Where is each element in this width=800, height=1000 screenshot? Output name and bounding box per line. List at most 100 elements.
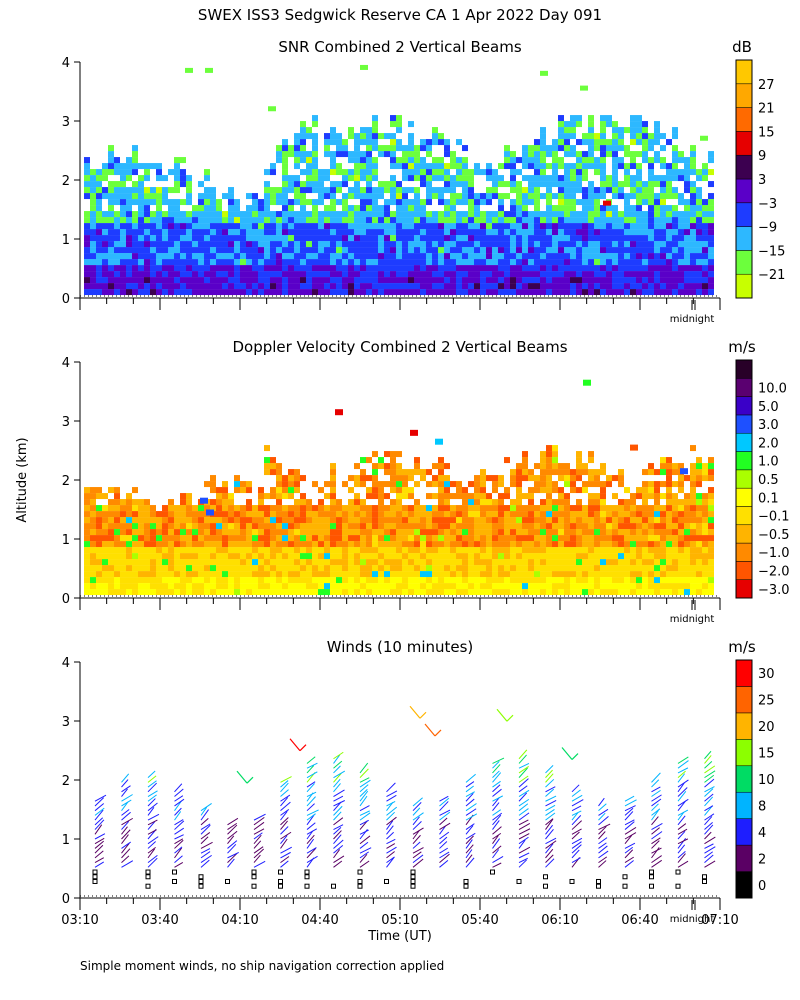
velocity-cell — [288, 553, 294, 560]
snr-cell — [444, 289, 450, 296]
velocity-cell — [408, 511, 414, 518]
velocity-cell — [156, 511, 162, 518]
snr-cell — [558, 259, 564, 266]
velocity-cell — [132, 589, 138, 596]
snr-cell — [594, 241, 600, 248]
velocity-cell — [492, 487, 498, 494]
velocity-cell — [546, 541, 552, 548]
snr-cell — [276, 271, 282, 278]
velocity-cell — [198, 523, 204, 530]
velocity-cell — [426, 493, 432, 500]
snr-cell — [528, 199, 534, 206]
velocity-cell — [534, 463, 540, 470]
velocity-cell — [546, 589, 552, 596]
snr-cell — [486, 211, 492, 218]
snr-cell — [360, 139, 366, 146]
snr-cell — [102, 187, 108, 194]
snr-cell — [384, 199, 390, 206]
snr-cell — [396, 211, 402, 218]
velocity-cell — [372, 463, 378, 470]
snr-cell — [270, 169, 276, 176]
wind-barb — [306, 765, 315, 774]
velocity-cell — [588, 475, 594, 482]
wind-barb — [677, 798, 689, 807]
wind-barb — [492, 820, 500, 830]
velocity-cell — [216, 487, 222, 494]
snr-cell — [462, 193, 468, 200]
snr-cell — [612, 253, 618, 260]
wind-barb — [465, 791, 475, 797]
velocity-cell — [294, 535, 300, 542]
snr-cell — [696, 247, 702, 254]
velocity-cell — [462, 499, 468, 506]
snr-cell — [192, 223, 198, 230]
wind-barb — [412, 851, 422, 859]
snr-cell — [186, 211, 192, 218]
velocity-cell — [540, 511, 546, 518]
velocity-cell — [414, 589, 420, 596]
velocity-cell — [678, 499, 684, 506]
velocity-cell — [384, 571, 390, 578]
velocity-cell — [282, 493, 288, 500]
snr-cell — [642, 241, 648, 248]
wind-barb — [200, 818, 209, 826]
snr-cell — [144, 217, 150, 224]
snr-cell — [108, 199, 114, 206]
velocity-cell — [462, 583, 468, 590]
snr-cell — [600, 133, 606, 140]
snr-cell — [360, 223, 366, 230]
velocity-cell — [702, 583, 708, 590]
snr-cell — [312, 289, 318, 296]
snr-cell — [198, 223, 204, 230]
velocity-cell — [120, 577, 126, 584]
velocity-cell — [642, 511, 648, 518]
velocity-cell — [438, 481, 444, 488]
velocity-cell — [198, 529, 204, 536]
velocity-cell — [282, 505, 288, 512]
snr-cell — [474, 259, 480, 266]
velocity-cell — [162, 541, 168, 548]
velocity-cell — [84, 517, 90, 524]
velocity-cell — [396, 505, 402, 512]
snr-cell — [432, 283, 438, 290]
velocity-cell — [198, 565, 204, 572]
snr-cell — [522, 247, 528, 254]
velocity-cell — [474, 517, 480, 524]
snr-cell — [462, 169, 468, 176]
snr-cell — [396, 229, 402, 236]
velocity-cell — [636, 505, 642, 512]
velocity-cell — [264, 553, 270, 560]
snr-cell — [576, 115, 582, 122]
snr-cell — [570, 121, 576, 128]
snr-cell — [150, 247, 156, 254]
velocity-cell — [258, 493, 264, 500]
velocity-cell — [678, 547, 684, 554]
velocity-cell — [702, 559, 708, 566]
velocity-cell — [600, 505, 606, 512]
snr-cell — [198, 265, 204, 272]
snr-cell — [594, 139, 600, 146]
snr-cell — [672, 217, 678, 224]
velocity-cell — [192, 523, 198, 530]
snr-cell — [144, 289, 150, 296]
velocity-cell — [462, 505, 468, 512]
snr-cell — [624, 253, 630, 260]
snr-cell — [390, 241, 396, 248]
snr-cell — [258, 205, 264, 212]
snr-cell — [84, 235, 90, 242]
velocity-cell — [288, 559, 294, 566]
velocity-cell — [216, 511, 222, 518]
snr-cell — [516, 181, 522, 188]
velocity-cell — [144, 523, 150, 530]
velocity-cell — [282, 589, 288, 596]
wind-barb — [624, 807, 634, 816]
velocity-cell — [666, 541, 672, 548]
velocity-cell — [114, 505, 120, 512]
snr-cell — [360, 229, 366, 236]
velocity-cell — [390, 469, 396, 476]
velocity-cell — [252, 523, 258, 530]
snr-cell — [420, 283, 426, 290]
velocity-cell — [654, 529, 660, 536]
snr-cell — [300, 187, 306, 194]
calm-marker — [410, 874, 416, 880]
